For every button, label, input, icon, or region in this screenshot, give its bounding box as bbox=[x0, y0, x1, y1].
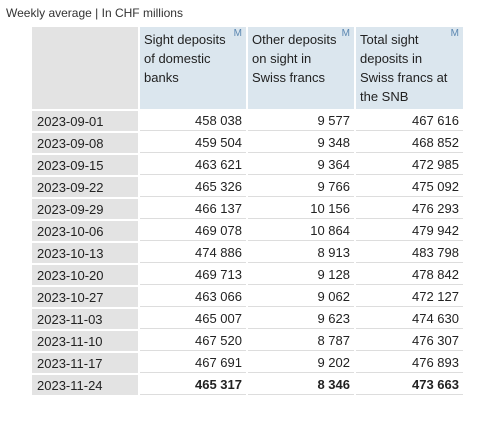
column-header-other-deposits[interactable]: Other deposits on sight in Swiss francs … bbox=[248, 27, 354, 109]
value-cell: 474 886 bbox=[140, 243, 246, 263]
table-row: 2023-11-17 467 691 9 202 476 893 bbox=[32, 353, 463, 373]
value-cell: 468 852 bbox=[356, 133, 463, 153]
value-cell: 9 202 bbox=[248, 353, 354, 373]
metadata-flag-icon[interactable]: M bbox=[233, 28, 242, 39]
value-cell: 10 864 bbox=[248, 221, 354, 241]
value-cell: 10 156 bbox=[248, 199, 354, 219]
table-row: 2023-11-03 465 007 9 623 474 630 bbox=[32, 309, 463, 329]
row-date: 2023-11-03 bbox=[32, 309, 138, 329]
column-header-total-sight-deposits[interactable]: Total sight deposits in Swiss francs at … bbox=[356, 27, 463, 109]
row-date: 2023-09-22 bbox=[32, 177, 138, 197]
row-date: 2023-09-15 bbox=[32, 155, 138, 175]
row-date: 2023-11-10 bbox=[32, 331, 138, 351]
row-date: 2023-09-08 bbox=[32, 133, 138, 153]
table-row: 2023-09-15 463 621 9 364 472 985 bbox=[32, 155, 463, 175]
value-cell: 465 007 bbox=[140, 309, 246, 329]
header-row: Sight deposits of domestic banks M Other… bbox=[32, 27, 463, 109]
value-cell: 8 787 bbox=[248, 331, 354, 351]
value-cell: 463 066 bbox=[140, 287, 246, 307]
table-row: 2023-09-29 466 137 10 156 476 293 bbox=[32, 199, 463, 219]
column-header-label: Sight deposits of domestic banks bbox=[144, 32, 226, 85]
column-header-domestic-banks[interactable]: Sight deposits of domestic banks M bbox=[140, 27, 246, 109]
value-cell: 467 616 bbox=[356, 111, 463, 131]
table-row: 2023-10-20 469 713 9 128 478 842 bbox=[32, 265, 463, 285]
value-cell: 9 348 bbox=[248, 133, 354, 153]
value-cell: 466 137 bbox=[140, 199, 246, 219]
value-cell: 9 128 bbox=[248, 265, 354, 285]
value-cell: 469 078 bbox=[140, 221, 246, 241]
row-date: 2023-09-29 bbox=[32, 199, 138, 219]
value-cell: 467 691 bbox=[140, 353, 246, 373]
table-row: 2023-11-10 467 520 8 787 476 307 bbox=[32, 331, 463, 351]
value-cell: 474 630 bbox=[356, 309, 463, 329]
row-date: 2023-10-06 bbox=[32, 221, 138, 241]
sight-deposits-table: Sight deposits of domestic banks M Other… bbox=[30, 25, 465, 397]
value-cell: 479 942 bbox=[356, 221, 463, 241]
value-cell: 478 842 bbox=[356, 265, 463, 285]
metadata-flag-icon[interactable]: M bbox=[450, 28, 459, 39]
value-cell: 476 307 bbox=[356, 331, 463, 351]
value-cell: 9 623 bbox=[248, 309, 354, 329]
value-cell: 9 577 bbox=[248, 111, 354, 131]
table-row: 2023-09-01 458 038 9 577 467 616 bbox=[32, 111, 463, 131]
value-cell: 476 293 bbox=[356, 199, 463, 219]
table-row: 2023-09-22 465 326 9 766 475 092 bbox=[32, 177, 463, 197]
table-caption: Weekly average | In CHF millions bbox=[6, 6, 183, 20]
value-cell: 476 893 bbox=[356, 353, 463, 373]
table-row: 2023-11-24 465 317 8 346 473 663 bbox=[32, 375, 463, 395]
value-cell: 472 127 bbox=[356, 287, 463, 307]
column-header-label: Other deposits on sight in Swiss francs bbox=[252, 32, 337, 85]
row-date: 2023-10-27 bbox=[32, 287, 138, 307]
value-cell: 475 092 bbox=[356, 177, 463, 197]
value-cell: 9 364 bbox=[248, 155, 354, 175]
value-cell: 9 766 bbox=[248, 177, 354, 197]
row-date: 2023-11-17 bbox=[32, 353, 138, 373]
value-cell: 467 520 bbox=[140, 331, 246, 351]
value-cell: 483 798 bbox=[356, 243, 463, 263]
value-cell: 8 913 bbox=[248, 243, 354, 263]
value-cell: 472 985 bbox=[356, 155, 463, 175]
value-cell: 469 713 bbox=[140, 265, 246, 285]
table-row: 2023-10-27 463 066 9 062 472 127 bbox=[32, 287, 463, 307]
table-row: 2023-10-13 474 886 8 913 483 798 bbox=[32, 243, 463, 263]
table-row: 2023-09-08 459 504 9 348 468 852 bbox=[32, 133, 463, 153]
row-date: 2023-09-01 bbox=[32, 111, 138, 131]
row-date: 2023-10-13 bbox=[32, 243, 138, 263]
row-date: 2023-10-20 bbox=[32, 265, 138, 285]
value-cell: 459 504 bbox=[140, 133, 246, 153]
table-row: 2023-10-06 469 078 10 864 479 942 bbox=[32, 221, 463, 241]
metadata-flag-icon[interactable]: M bbox=[341, 28, 350, 39]
table-body: 2023-09-01 458 038 9 577 467 616 2023-09-08 4… bbox=[32, 111, 463, 395]
value-cell: 458 038 bbox=[140, 111, 246, 131]
value-cell: 8 346 bbox=[248, 375, 354, 395]
value-cell: 465 317 bbox=[140, 375, 246, 395]
header-corner-cell bbox=[32, 27, 138, 109]
value-cell: 463 621 bbox=[140, 155, 246, 175]
value-cell: 9 062 bbox=[248, 287, 354, 307]
column-header-label: Total sight deposits in Swiss francs at … bbox=[360, 32, 448, 104]
row-date: 2023-11-24 bbox=[32, 375, 138, 395]
value-cell: 473 663 bbox=[356, 375, 463, 395]
value-cell: 465 326 bbox=[140, 177, 246, 197]
